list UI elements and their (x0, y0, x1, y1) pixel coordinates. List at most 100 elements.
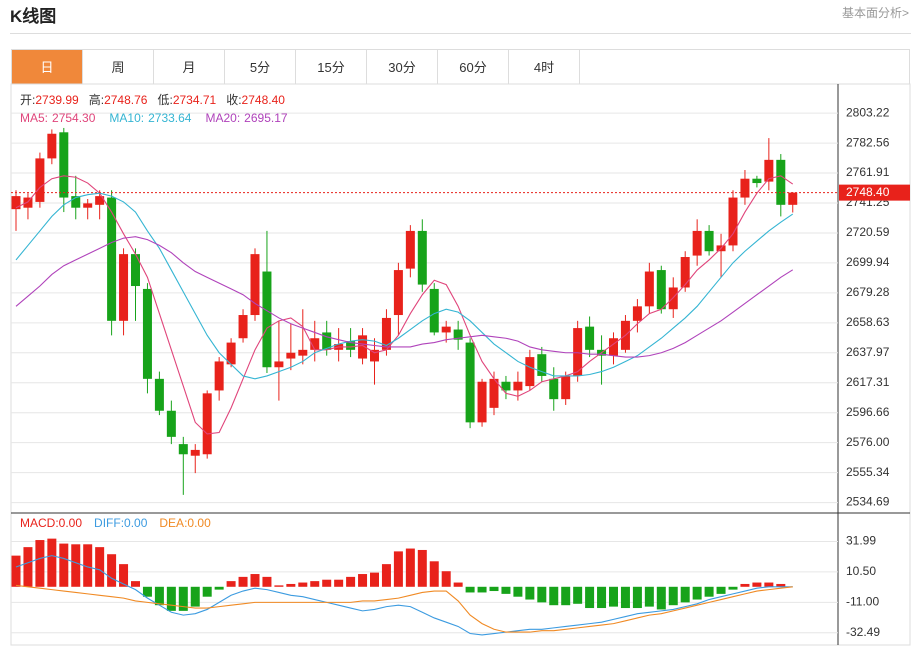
macd-bar (346, 576, 356, 587)
macd-bar (501, 586, 511, 594)
macd-bar (453, 582, 463, 587)
macd-bar (573, 586, 583, 604)
line (15, 236, 794, 358)
macd-bar (226, 581, 236, 587)
candle-body (59, 132, 69, 198)
macd-bar (417, 549, 427, 587)
y-tick-label: -32.49 (846, 625, 880, 639)
macd-bar (71, 544, 81, 587)
macd-bar (752, 582, 762, 587)
line (15, 175, 794, 435)
candle-body (238, 315, 248, 339)
macd-bar (238, 576, 248, 587)
macd-bar (381, 564, 391, 587)
macd-bar (561, 586, 571, 606)
macd-bar (35, 540, 45, 587)
y-tick-label: 2720.59 (846, 225, 890, 239)
macd-bar (23, 547, 33, 587)
candle-body (154, 378, 164, 411)
tab[interactable]: 60分 (438, 50, 509, 84)
candle-body (405, 230, 415, 269)
macd-bar (250, 574, 260, 587)
macd-bar (83, 544, 93, 587)
tab[interactable]: 月 (154, 50, 225, 84)
candle-body (190, 449, 200, 456)
divider (10, 33, 911, 34)
macd-bar (214, 586, 224, 590)
line (15, 192, 794, 380)
macd-bar (393, 551, 403, 587)
macd-bar (334, 579, 344, 587)
chart-frame (10, 83, 911, 646)
y-tick-label: 2617.31 (846, 375, 890, 389)
macd-bar (704, 586, 714, 597)
legend-value: 2754.30 (52, 111, 96, 125)
macd-bar (776, 583, 786, 587)
candle-body (274, 361, 284, 368)
candle-body (728, 197, 738, 246)
legend-label: MA10: (109, 111, 144, 125)
candle-body (752, 178, 762, 184)
tab[interactable]: 4时 (509, 50, 580, 84)
candle-body (286, 352, 296, 359)
legend-label: DEA: (159, 516, 187, 530)
legend-value: 0.00 (187, 516, 211, 530)
candle-body (429, 288, 439, 333)
candle-body (501, 381, 511, 391)
candle-body (680, 257, 690, 288)
y-tick-label: 10.50 (846, 564, 876, 578)
candle-body (214, 361, 224, 391)
macd-bar (178, 586, 188, 611)
candle-body (417, 230, 427, 285)
line (15, 555, 793, 636)
macd-bar (429, 561, 439, 587)
y-tick-label: 2782.56 (846, 135, 890, 149)
tab[interactable]: 周 (83, 50, 154, 84)
candle-body (23, 197, 33, 208)
candle-body (35, 158, 45, 202)
candle-body (71, 196, 81, 208)
candle-body (11, 196, 21, 210)
legend-label: MACD: (20, 516, 59, 530)
macd-bar (11, 555, 21, 587)
tab[interactable]: 5分 (225, 50, 296, 84)
candle-body (465, 342, 475, 423)
tab[interactable]: 30分 (367, 50, 438, 84)
y-tick-label: 2637.97 (846, 345, 890, 359)
candle-body (441, 326, 451, 333)
y-tick-label: -11.00 (846, 595, 879, 609)
candle-body (609, 338, 618, 356)
y-tick-label: 2699.94 (846, 255, 890, 269)
candle-body (585, 326, 595, 350)
candle-body (262, 271, 272, 368)
macd-bar (465, 586, 475, 593)
last-price-label: 2748.40 (846, 185, 890, 199)
macd-bar (95, 547, 105, 587)
macd-bar (728, 586, 738, 590)
y-tick-label: 2761.91 (846, 165, 890, 179)
candle-body (525, 357, 535, 387)
candle-body (346, 341, 356, 350)
macd-bar (154, 586, 164, 606)
candle-body (178, 444, 188, 455)
macd-legend: MACD:0.00 DIFF:0.00 DEA:0.00 (20, 516, 211, 530)
macd-bar (668, 586, 678, 606)
tab-bar: 日周月 5分 15分 30分 60分 4时 (11, 49, 910, 84)
candle-body (166, 410, 176, 437)
candle-body (226, 342, 236, 365)
macd-bar (525, 586, 535, 600)
y-tick-label: 2679.28 (846, 285, 890, 299)
analysis-link[interactable]: 基本面分析> (841, 6, 909, 20)
tab[interactable]: 日 (12, 50, 83, 84)
candle-body (632, 306, 642, 321)
y-tick-label: 2596.66 (846, 405, 890, 419)
macd-bar (405, 548, 415, 587)
info-label: 收: (226, 93, 241, 107)
macd-bar (119, 564, 129, 587)
macd-bar (107, 554, 117, 587)
y-tick-label: 2576.00 (846, 435, 890, 449)
tab[interactable]: 15分 (296, 50, 367, 84)
macd-bar (656, 586, 666, 610)
macd-bar (620, 586, 630, 609)
